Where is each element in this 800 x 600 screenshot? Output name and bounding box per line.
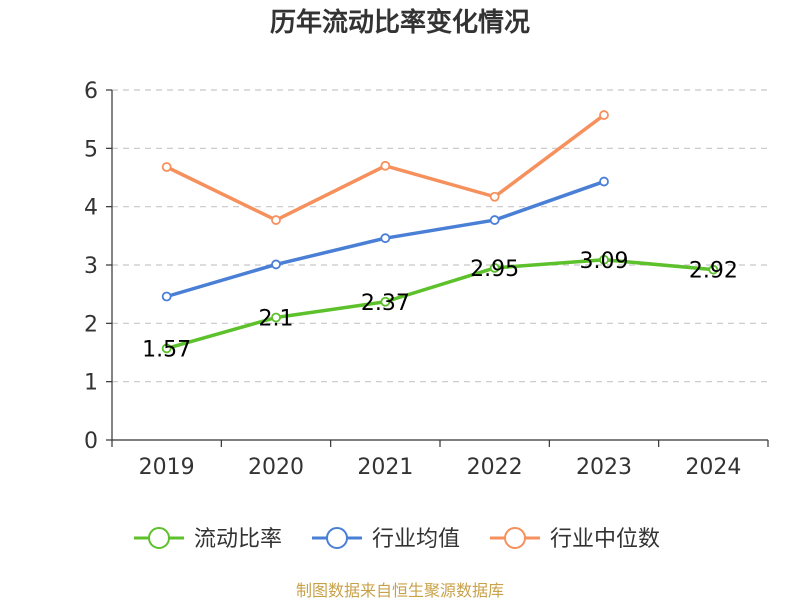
legend-marker xyxy=(148,527,170,549)
data-label: 1.57 xyxy=(142,337,191,362)
series-1-point xyxy=(161,291,172,302)
y-tick-label: 6 xyxy=(84,79,98,104)
legend: 流动比率 行业均值 行业中位数 xyxy=(134,527,660,552)
chart-title: 历年流动比率变化情况 xyxy=(270,7,530,38)
series-0-line xyxy=(164,258,716,351)
source-note: 制图数据来自恒生聚源数据库 xyxy=(296,581,504,600)
data-label: 2.95 xyxy=(470,257,519,282)
y-tick-label: 2 xyxy=(84,312,98,337)
legend-marker xyxy=(326,527,348,549)
series-0-point xyxy=(380,296,391,307)
x-tick-label-2019: 2019 xyxy=(139,455,195,480)
y-tick-label: 3 xyxy=(84,254,98,279)
series-1-point xyxy=(599,176,609,187)
legend-marker xyxy=(504,527,526,549)
series-2-point xyxy=(599,110,609,120)
axes: 0 1 2 3 4 5 6 2019 2020 2021 2022 2023 2024 xyxy=(84,79,769,480)
series-2-point xyxy=(161,162,172,172)
series-0-point xyxy=(599,254,609,265)
series-0-point xyxy=(489,263,500,273)
x-tick-label-2020: 2020 xyxy=(248,455,304,480)
series-2-point xyxy=(489,191,500,202)
legend-label: 行业均值 xyxy=(372,527,460,552)
x-tick-label-2022: 2022 xyxy=(467,455,523,480)
data-label: 2.92 xyxy=(689,259,738,284)
x-tick-label-2024: 2024 xyxy=(685,455,741,480)
y-tick-label: 1 xyxy=(84,371,98,396)
series-1-point xyxy=(489,215,500,225)
series-0-point xyxy=(708,264,719,275)
y-tick-label: 5 xyxy=(84,137,98,162)
series-0-point xyxy=(271,312,281,323)
grid-lines xyxy=(112,89,768,383)
x-tick-label-2021: 2021 xyxy=(357,455,413,480)
legend-label: 流动比率 xyxy=(194,527,282,552)
series-layer: 1.57 2.1 2.37 2.95 3.09 2.92 xyxy=(142,110,738,362)
series-2-point xyxy=(380,160,391,171)
data-label: 2.37 xyxy=(361,291,410,316)
series-2-point xyxy=(271,215,281,225)
legend-label: 行业中位数 xyxy=(550,527,660,552)
y-tick-label: 0 xyxy=(84,429,98,454)
series-1-point xyxy=(380,233,391,244)
series-0-point xyxy=(161,343,172,354)
y-tick-label: 4 xyxy=(84,196,98,221)
x-tick-label-2023: 2023 xyxy=(576,455,632,480)
data-label: 3.09 xyxy=(580,249,629,274)
data-label: 2.1 xyxy=(259,307,294,332)
series-1-point xyxy=(271,259,281,270)
